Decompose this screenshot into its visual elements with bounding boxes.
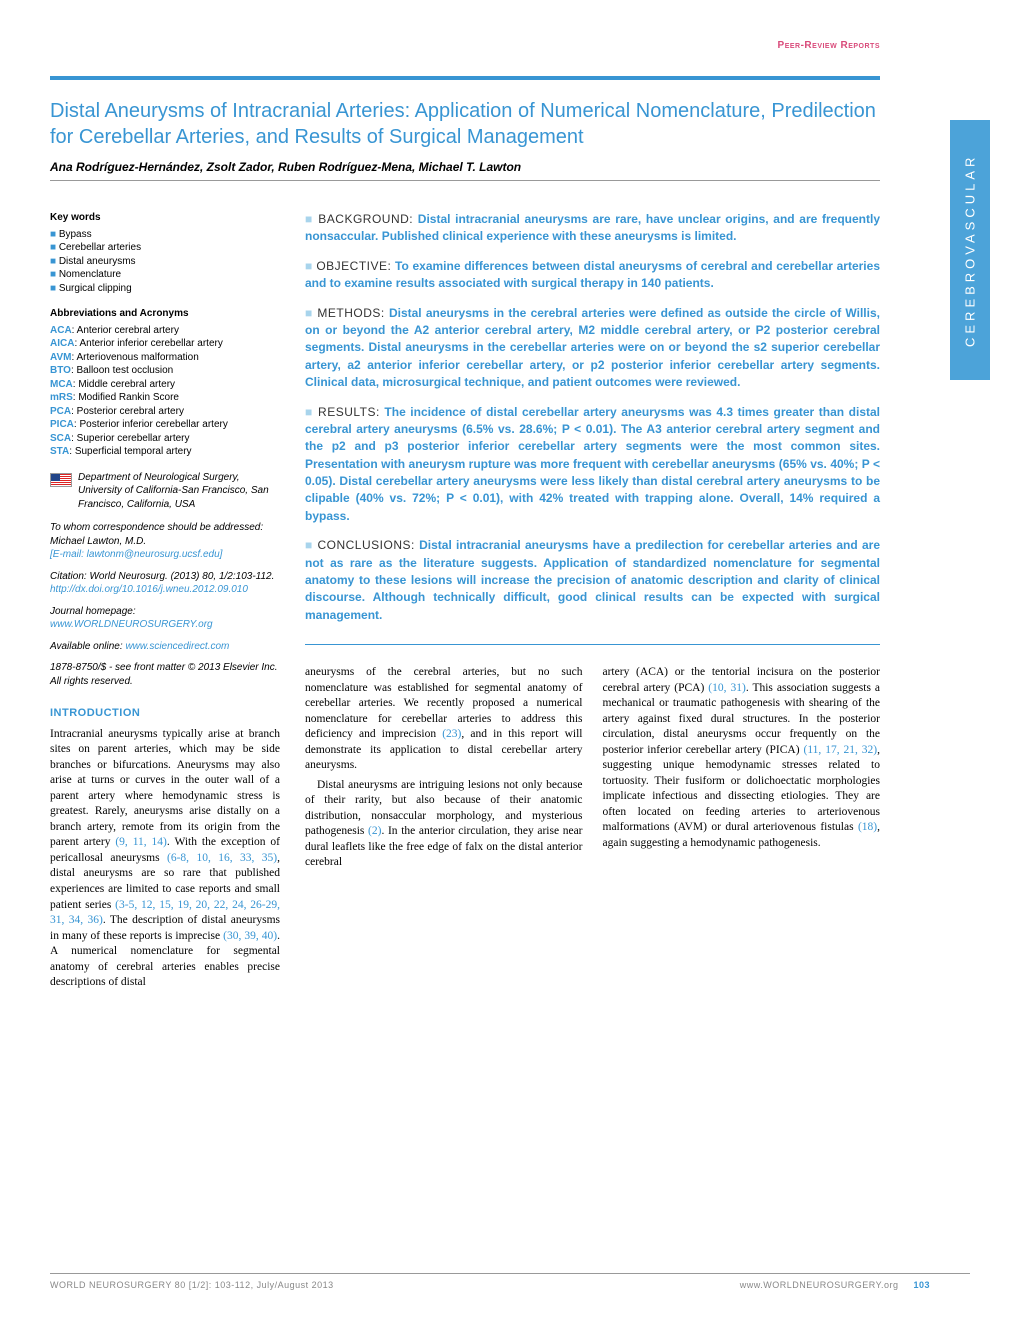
keyword-item: Surgical clipping <box>50 282 280 296</box>
homepage-link[interactable]: www.WORLDNEUROSURGERY.org <box>50 619 213 630</box>
footer-citation: WORLD NEUROSURGERY 80 [1/2]: 103-112, Ju… <box>50 1280 334 1290</box>
ref-link[interactable]: (18) <box>858 821 877 833</box>
abbrev-item: MCA: Middle cerebral artery <box>50 378 280 392</box>
page-footer: WORLD NEUROSURGERY 80 [1/2]: 103-112, Ju… <box>50 1273 970 1290</box>
correspondence-email[interactable]: [E-mail: lawtonm@neurosurg.ucsf.edu] <box>50 548 280 562</box>
citation-block: Citation: World Neurosurg. (2013) 80, 1/… <box>50 570 280 597</box>
body-col-2: artery (ACA) or the tentorial incisura o… <box>603 665 881 871</box>
footer-url[interactable]: www.WORLDNEUROSURGERY.org <box>740 1280 899 1290</box>
keyword-item: Bypass <box>50 228 280 242</box>
keyword-item: Nomenclature <box>50 268 280 282</box>
article-title: Distal Aneurysms of Intracranial Arterie… <box>50 98 880 150</box>
abbrev-heading: Abbreviations and Acronyms <box>50 307 280 321</box>
abstract-results: ■ RESULTS: The incidence of distal cereb… <box>305 404 880 526</box>
keywords-list: Bypass Cerebellar arteries Distal aneury… <box>50 228 280 296</box>
page-number: 103 <box>913 1280 930 1290</box>
abbrev-item: STA: Superficial temporal artery <box>50 445 280 459</box>
keywords-heading: Key words <box>50 211 280 225</box>
introduction-text: Intracranial aneurysms typically arise a… <box>50 727 280 991</box>
abstract-column: ■ BACKGROUND: Distal intracranial aneury… <box>305 211 880 991</box>
ref-link[interactable]: (2) <box>368 825 381 837</box>
abbrev-item: AICA: Anterior inferior cerebellar arter… <box>50 337 280 351</box>
copyright-text: 1878-8750/$ - see front matter © 2013 El… <box>50 661 280 688</box>
ref-link[interactable]: (6-8, 10, 16, 33, 35) <box>167 852 277 864</box>
doi-link[interactable]: http://dx.doi.org/10.1016/j.wneu.2012.09… <box>50 583 280 597</box>
affiliation-block: Department of Neurological Surgery, Univ… <box>50 471 280 512</box>
keyword-item: Distal aneurysms <box>50 255 280 269</box>
abbrev-item: mRS: Modified Rankin Score <box>50 391 280 405</box>
report-type-label: Peer-Review Reports <box>50 40 970 51</box>
authors-rule <box>50 180 880 181</box>
abstract-conclusions: ■ CONCLUSIONS: Distal intracranial aneur… <box>305 537 880 624</box>
body-col-1: aneurysms of the cerebral arteries, but … <box>305 665 583 871</box>
abbrev-item: PCA: Posterior cerebral artery <box>50 405 280 419</box>
keyword-item: Cerebellar arteries <box>50 241 280 255</box>
ref-link[interactable]: (9, 11, 14) <box>115 836 167 848</box>
ref-link[interactable]: (10, 31) <box>708 682 746 694</box>
left-sidebar: Key words Bypass Cerebellar arteries Dis… <box>50 211 280 991</box>
online-link[interactable]: www.sciencedirect.com <box>125 641 229 652</box>
title-rule <box>50 76 880 80</box>
ref-link[interactable]: (30, 39, 40) <box>223 930 277 942</box>
body-columns: aneurysms of the cerebral arteries, but … <box>305 665 880 871</box>
affiliation-text: Department of Neurological Surgery, Univ… <box>78 471 280 512</box>
section-tab: CEREBROVASCULAR <box>950 120 990 380</box>
abstract-background: ■ BACKGROUND: Distal intracranial aneury… <box>305 211 880 246</box>
ref-link[interactable]: (11, 17, 21, 32) <box>803 744 877 756</box>
correspondence-block: To whom correspondence should be address… <box>50 521 280 562</box>
ref-link[interactable]: (23) <box>442 728 461 740</box>
abbrev-item: AVM: Arteriovenous malformation <box>50 351 280 365</box>
usa-flag-icon <box>50 473 72 487</box>
introduction-heading: INTRODUCTION <box>50 706 280 721</box>
abbrev-item: SCA: Superior cerebellar artery <box>50 432 280 446</box>
abbrev-item: BTO: Balloon test occlusion <box>50 364 280 378</box>
homepage-block: Journal homepage: www.WORLDNEUROSURGERY.… <box>50 605 280 632</box>
author-list: Ana Rodríguez-Hernández, Zsolt Zador, Ru… <box>50 160 880 174</box>
abbrev-list: ACA: Anterior cerebral artery AICA: Ante… <box>50 324 280 459</box>
abstract-objective: ■ OBJECTIVE: To examine differences betw… <box>305 258 880 293</box>
online-block: Available online: www.sciencedirect.com <box>50 640 280 654</box>
abstract-rule <box>305 644 880 645</box>
abbrev-item: ACA: Anterior cerebral artery <box>50 324 280 338</box>
abstract-methods: ■ METHODS: Distal aneurysms in the cereb… <box>305 305 880 392</box>
abbrev-item: PICA: Posterior inferior cerebellar arte… <box>50 418 280 432</box>
